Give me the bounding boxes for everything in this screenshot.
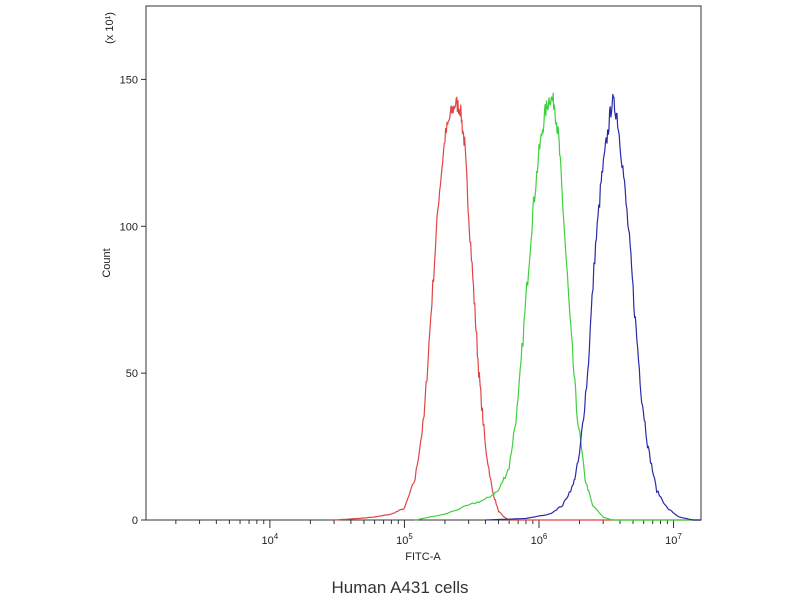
x-tick-label: 104 bbox=[262, 532, 279, 547]
series-line-1 bbox=[334, 95, 701, 521]
x-tick-label: 106 bbox=[531, 532, 548, 547]
chart-caption: Human A431 cells bbox=[331, 578, 469, 597]
x-tick-label: 107 bbox=[665, 532, 682, 547]
series-line-3 bbox=[485, 93, 701, 521]
x-axis-title: FITC-A bbox=[405, 551, 441, 563]
series-line-2 bbox=[414, 92, 701, 521]
y-tick-label: 150 bbox=[120, 74, 138, 86]
x-axis: 104 105 106 107 bbox=[175, 520, 682, 547]
y-axis: 0 50 100 150 bbox=[120, 74, 146, 527]
y-multiplier-label: (x 10¹) bbox=[104, 12, 116, 44]
y-tick-label: 50 bbox=[126, 368, 138, 380]
y-tick-label: 0 bbox=[132, 515, 138, 527]
x-tick-label: 105 bbox=[396, 532, 413, 547]
y-axis-title: Count bbox=[101, 248, 113, 277]
series-group bbox=[334, 92, 701, 521]
y-tick-label: 100 bbox=[120, 221, 138, 233]
plot-frame bbox=[145, 5, 702, 521]
